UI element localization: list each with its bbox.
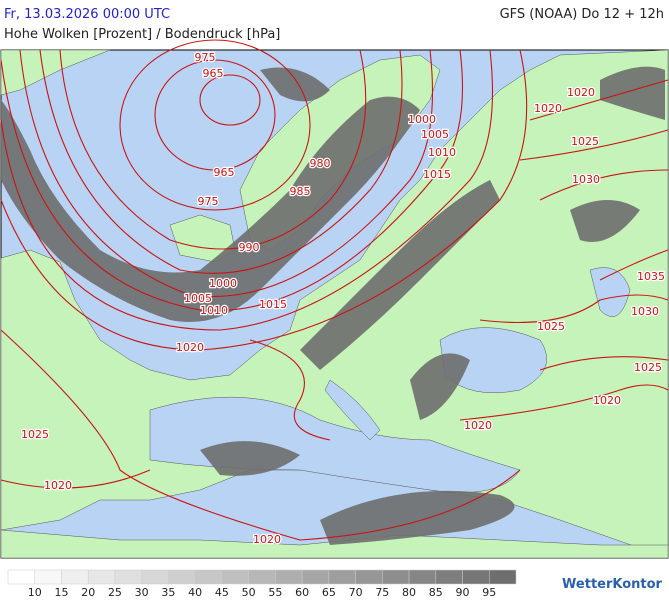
legend-label: 10 xyxy=(28,586,42,599)
model-run: GFS (NOAA) Do 12 + 12h xyxy=(500,7,664,22)
legend-label: 95 xyxy=(482,586,496,599)
isobar-label: 1020 xyxy=(593,394,621,407)
isobar-label: 1025 xyxy=(21,428,49,441)
isobar-label: 1025 xyxy=(571,135,599,148)
logo: WetterKontor xyxy=(562,577,663,592)
legend-swatch xyxy=(382,569,410,585)
isobar-label: 990 xyxy=(239,241,260,254)
legend-label: 15 xyxy=(54,586,68,599)
isobar-label: 1015 xyxy=(259,298,287,311)
isobar-label: 1020 xyxy=(464,419,492,432)
legend-label: 90 xyxy=(456,586,470,599)
legend-swatch xyxy=(489,569,517,585)
isobar-label: 1005 xyxy=(184,292,212,305)
legend-label: 80 xyxy=(402,586,416,599)
isobar-label: 1020 xyxy=(567,86,595,99)
isobar-label: 965 xyxy=(203,67,224,80)
isobar-label: 1025 xyxy=(537,320,565,333)
isobar-label: 1020 xyxy=(253,533,281,546)
legend-swatch xyxy=(462,569,490,585)
isobar-label: 965 xyxy=(214,166,235,179)
legend-swatch xyxy=(61,569,89,585)
legend-label: 65 xyxy=(322,586,336,599)
isobar-label: 1020 xyxy=(44,479,72,492)
legend-swatch xyxy=(221,569,249,585)
isobar-label: 1010 xyxy=(200,304,228,317)
legend-swatch xyxy=(301,569,330,585)
legend-swatch xyxy=(248,569,276,585)
legend-swatch xyxy=(328,569,356,585)
isobar-label: 1015 xyxy=(423,168,451,181)
high-clouds xyxy=(1,66,665,545)
legend-swatch xyxy=(275,569,303,585)
isobar-label: 1025 xyxy=(634,361,662,374)
legend-swatch xyxy=(114,569,142,585)
valid-time: Fr, 13.03.2026 00:00 UTC xyxy=(4,7,170,22)
isobar-label: 975 xyxy=(198,195,219,208)
isobars xyxy=(0,39,669,541)
isobar-label: 1010 xyxy=(428,146,456,159)
legend-label: 25 xyxy=(108,586,122,599)
legend-swatch xyxy=(168,569,196,585)
legend-label: 35 xyxy=(161,586,175,599)
isobar-label: 985 xyxy=(290,185,311,198)
isobar-label: 1030 xyxy=(572,173,600,186)
isobar-label: 1030 xyxy=(631,305,659,318)
legend-swatch xyxy=(34,569,62,585)
isobar-label: 1020 xyxy=(176,341,204,354)
legend-label: 55 xyxy=(268,586,282,599)
isobar-label: 975 xyxy=(195,51,216,64)
legend-label: 45 xyxy=(215,586,229,599)
legend-swatch xyxy=(141,569,169,585)
legend-swatch xyxy=(7,569,35,585)
isobar-label: 1005 xyxy=(421,128,449,141)
legend-label: 60 xyxy=(295,586,309,599)
isobar-label: 1000 xyxy=(209,277,237,290)
map-title: Hohe Wolken [Prozent] / Bodendruck [hPa] xyxy=(4,27,280,42)
legend-label: 85 xyxy=(429,586,443,599)
legend-swatch xyxy=(87,569,116,585)
legend-swatch xyxy=(355,569,383,585)
isobar-label: 1000 xyxy=(408,113,436,126)
map: 9759659659759809859901000100510101015100… xyxy=(0,39,669,559)
legend-label: 30 xyxy=(135,586,149,599)
legend-swatch xyxy=(408,569,437,585)
legend-label: 40 xyxy=(188,586,202,599)
legend-label: 75 xyxy=(375,586,389,599)
isobar-labels: 9759659659759809859901000100510101015100… xyxy=(20,50,667,548)
legend-label: 50 xyxy=(242,586,256,599)
legend-swatch xyxy=(435,569,463,585)
legend-label: 70 xyxy=(349,586,363,599)
isobar-label: 980 xyxy=(310,157,331,170)
isobar-label: 1020 xyxy=(534,102,562,115)
legend-swatch xyxy=(194,569,223,585)
legend: 10 15 20 25 30 35 40 45 50 55 60 65 70 75 80 85 90 95 xyxy=(7,569,517,599)
isobar-label: 1035 xyxy=(637,270,665,283)
legend-label: 20 xyxy=(81,586,95,599)
